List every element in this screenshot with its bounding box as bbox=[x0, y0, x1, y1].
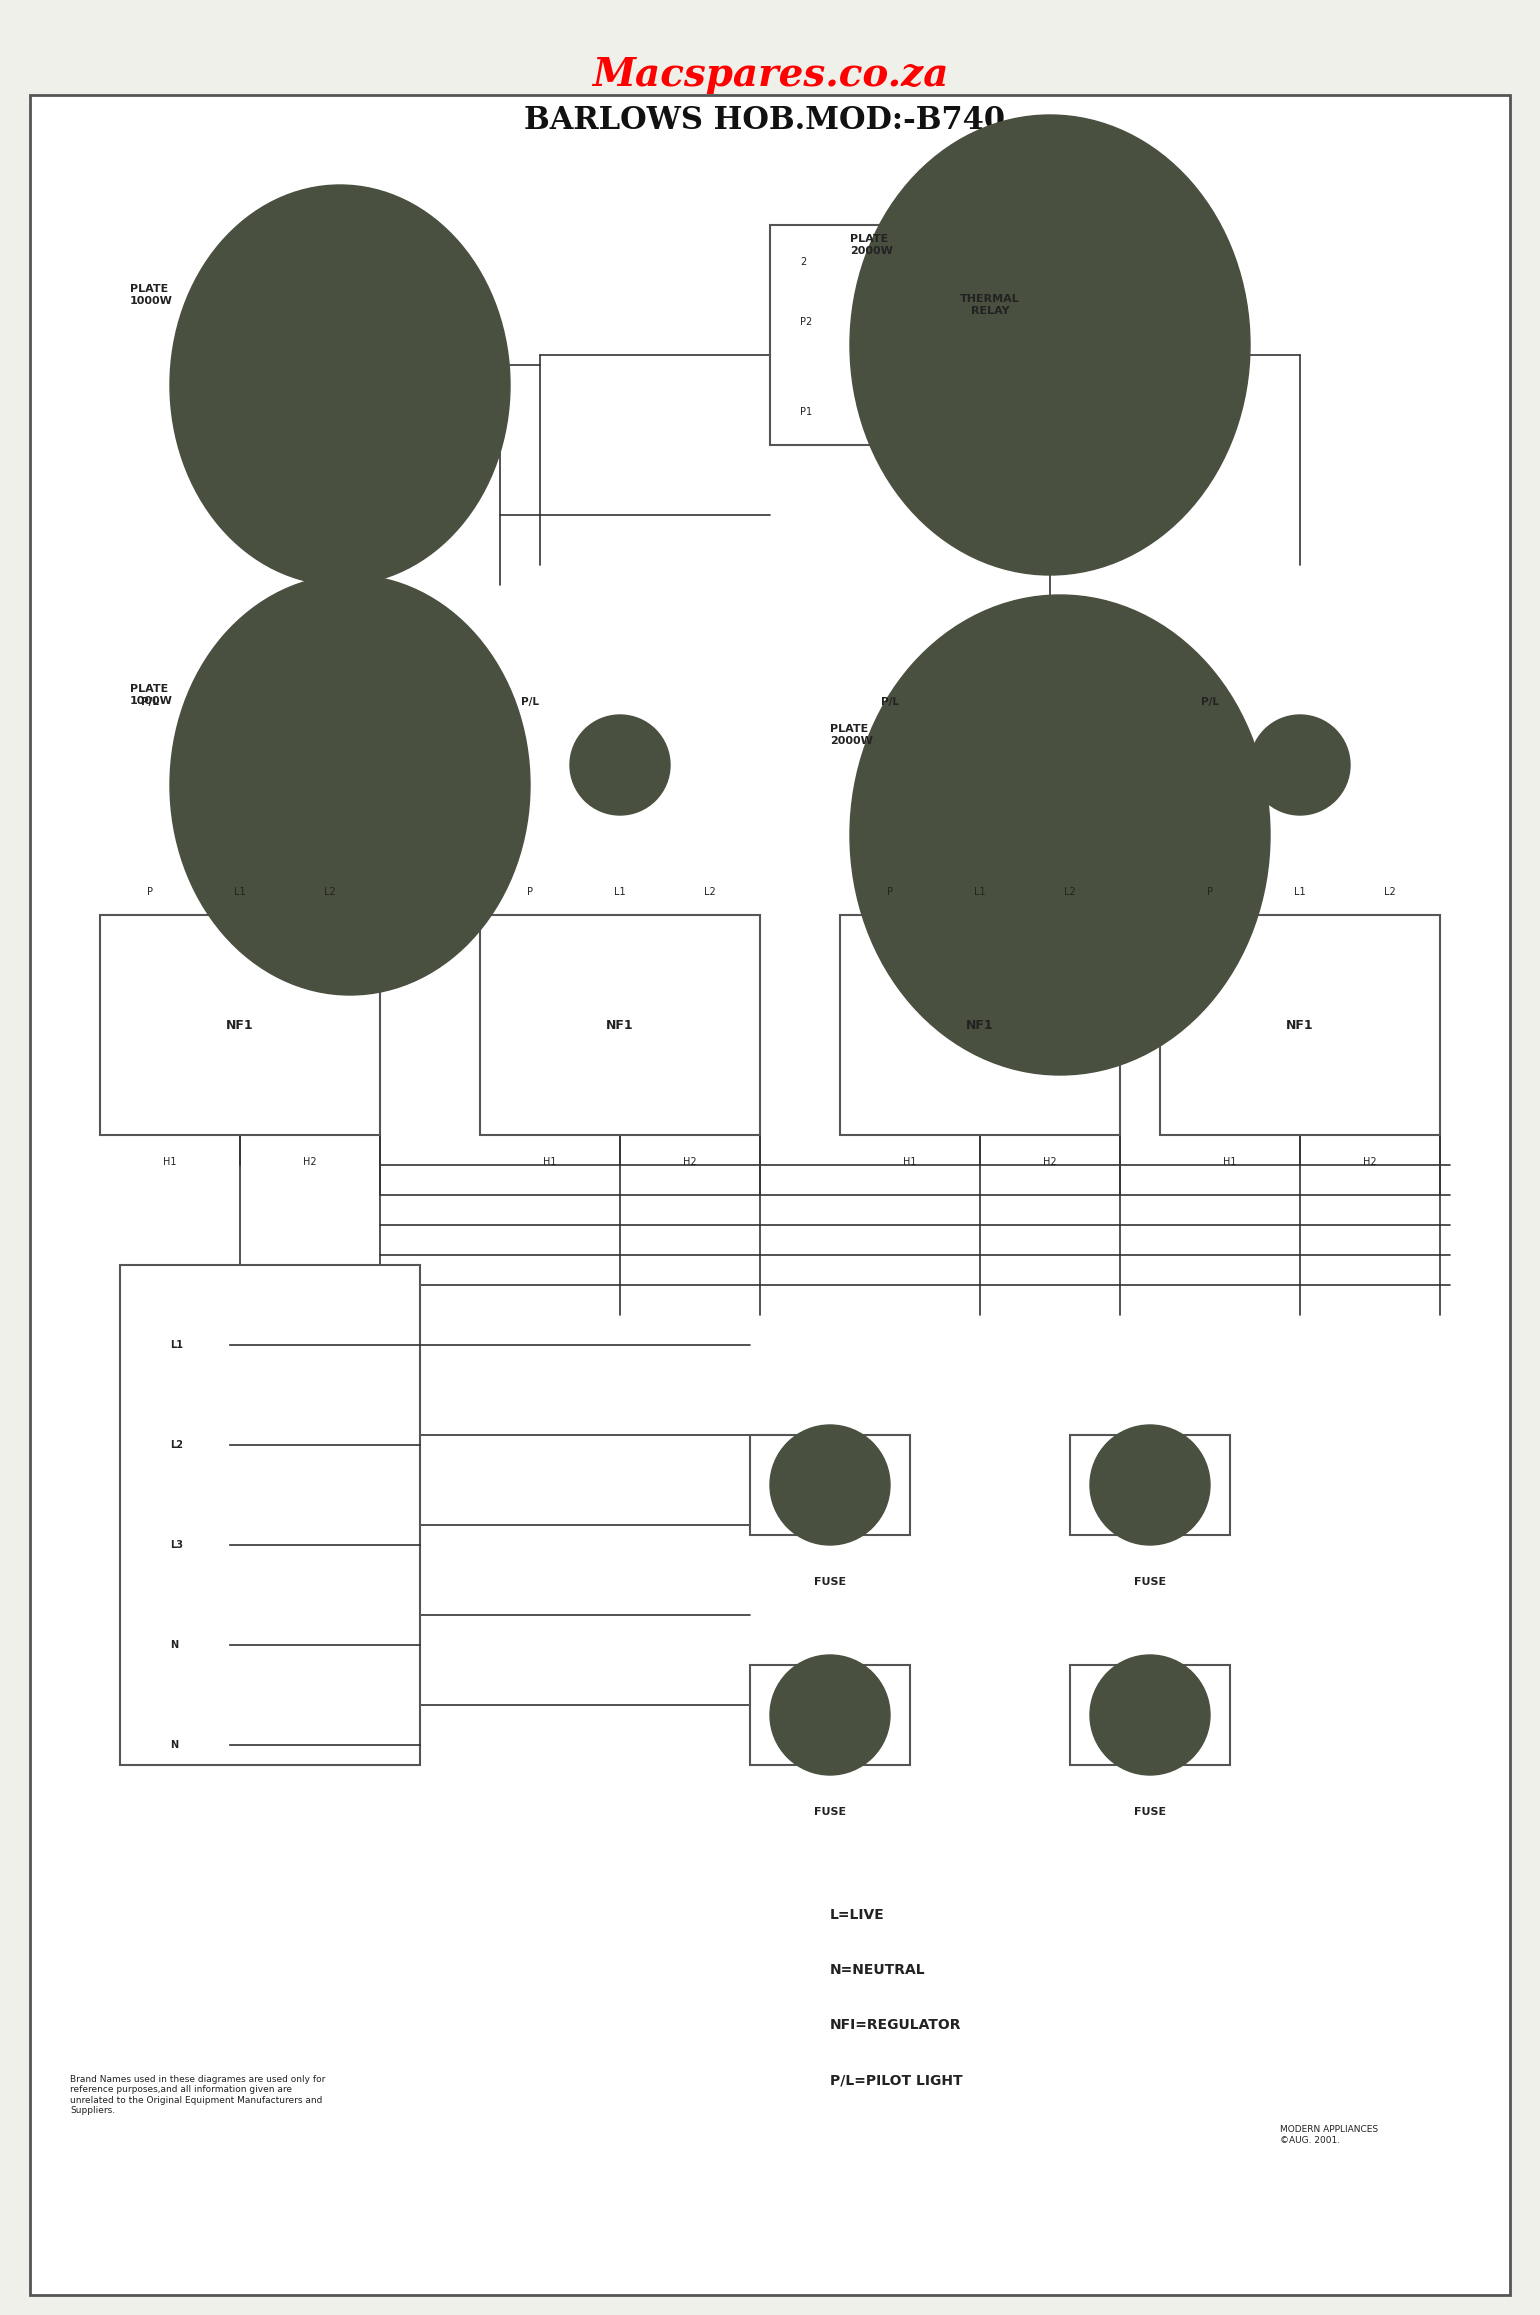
Text: H1: H1 bbox=[544, 1158, 557, 1167]
Text: N=NEUTRAL: N=NEUTRAL bbox=[830, 1963, 926, 1977]
Text: L1: L1 bbox=[975, 887, 986, 896]
Circle shape bbox=[1090, 1655, 1210, 1776]
Text: L1: L1 bbox=[169, 1340, 183, 1350]
Text: MODERN APPLIANCES
©AUG. 2001.: MODERN APPLIANCES ©AUG. 2001. bbox=[1280, 2125, 1378, 2144]
Bar bbox=[120, 1264, 420, 1764]
Bar bbox=[1070, 1664, 1230, 1764]
Text: P2: P2 bbox=[799, 317, 812, 326]
Text: FUSE: FUSE bbox=[815, 1577, 845, 1588]
Text: P/L: P/L bbox=[142, 697, 159, 706]
Circle shape bbox=[1250, 715, 1351, 815]
Bar bbox=[770, 225, 1150, 444]
Text: NF1: NF1 bbox=[226, 1019, 254, 1032]
Text: L2: L2 bbox=[1064, 887, 1075, 896]
Text: H2: H2 bbox=[684, 1158, 696, 1167]
Text: PLATE
1000W: PLATE 1000W bbox=[129, 685, 172, 706]
Bar bbox=[750, 1664, 910, 1764]
Text: PLATE
1000W: PLATE 1000W bbox=[129, 285, 172, 306]
Text: P/L: P/L bbox=[1201, 697, 1220, 706]
Bar bbox=[1160, 914, 1440, 1134]
Text: L=LIVE: L=LIVE bbox=[830, 1908, 885, 1921]
Text: 2: 2 bbox=[799, 257, 807, 266]
Text: H2: H2 bbox=[1043, 1158, 1056, 1167]
Text: FUSE: FUSE bbox=[1133, 1808, 1166, 1817]
Circle shape bbox=[570, 715, 670, 815]
Text: Macspares.co.za: Macspares.co.za bbox=[591, 56, 949, 95]
Text: P/L: P/L bbox=[521, 697, 539, 706]
Circle shape bbox=[770, 1655, 890, 1776]
Text: THERMAL
RELAY: THERMAL RELAY bbox=[959, 294, 1019, 315]
Text: L2: L2 bbox=[1384, 887, 1395, 896]
Text: L3: L3 bbox=[169, 1539, 183, 1551]
Text: NF1: NF1 bbox=[1286, 1019, 1314, 1032]
Text: PLATE
2000W: PLATE 2000W bbox=[850, 234, 893, 255]
Text: L2: L2 bbox=[704, 887, 716, 896]
Text: N: N bbox=[169, 1639, 179, 1651]
Circle shape bbox=[930, 715, 1030, 815]
Text: L1: L1 bbox=[1294, 887, 1306, 896]
Text: H1: H1 bbox=[904, 1158, 916, 1167]
Text: NFI=REGULATOR: NFI=REGULATOR bbox=[830, 2019, 961, 2033]
Bar bbox=[100, 914, 380, 1134]
Text: H1: H1 bbox=[1223, 1158, 1237, 1167]
Text: Brand Names used in these diagrames are used only for
reference purposes,and all: Brand Names used in these diagrames are … bbox=[69, 2074, 325, 2116]
Bar bbox=[839, 914, 1120, 1134]
Text: H1: H1 bbox=[163, 1158, 177, 1167]
Ellipse shape bbox=[169, 574, 530, 995]
Text: FUSE: FUSE bbox=[815, 1808, 845, 1817]
Text: BARLOWS HOB.MOD:-B740.: BARLOWS HOB.MOD:-B740. bbox=[524, 104, 1016, 137]
Ellipse shape bbox=[169, 185, 510, 586]
Circle shape bbox=[1090, 1426, 1210, 1544]
Text: L2: L2 bbox=[323, 887, 336, 896]
Text: PLATE
2000W: PLATE 2000W bbox=[830, 725, 873, 745]
Ellipse shape bbox=[850, 116, 1250, 574]
Text: P: P bbox=[887, 887, 893, 896]
Text: L1: L1 bbox=[614, 887, 625, 896]
Text: NF1: NF1 bbox=[607, 1019, 634, 1032]
Text: P/L: P/L bbox=[881, 697, 899, 706]
Bar bbox=[750, 1435, 910, 1535]
Text: P: P bbox=[527, 887, 533, 896]
Text: P1: P1 bbox=[799, 407, 812, 417]
Ellipse shape bbox=[850, 595, 1270, 1074]
Bar bbox=[1070, 1435, 1230, 1535]
Text: N: N bbox=[169, 1741, 179, 1750]
Text: P/L=PILOT LIGHT: P/L=PILOT LIGHT bbox=[830, 2072, 962, 2088]
Text: L2: L2 bbox=[169, 1440, 183, 1449]
Text: L1: L1 bbox=[234, 887, 246, 896]
Bar bbox=[480, 914, 761, 1134]
Text: NF1: NF1 bbox=[966, 1019, 993, 1032]
Text: H2: H2 bbox=[1363, 1158, 1377, 1167]
Text: P: P bbox=[148, 887, 154, 896]
Text: FUSE: FUSE bbox=[1133, 1577, 1166, 1588]
Circle shape bbox=[770, 1426, 890, 1544]
Text: H2: H2 bbox=[303, 1158, 317, 1167]
Circle shape bbox=[189, 715, 290, 815]
Text: P: P bbox=[1207, 887, 1214, 896]
